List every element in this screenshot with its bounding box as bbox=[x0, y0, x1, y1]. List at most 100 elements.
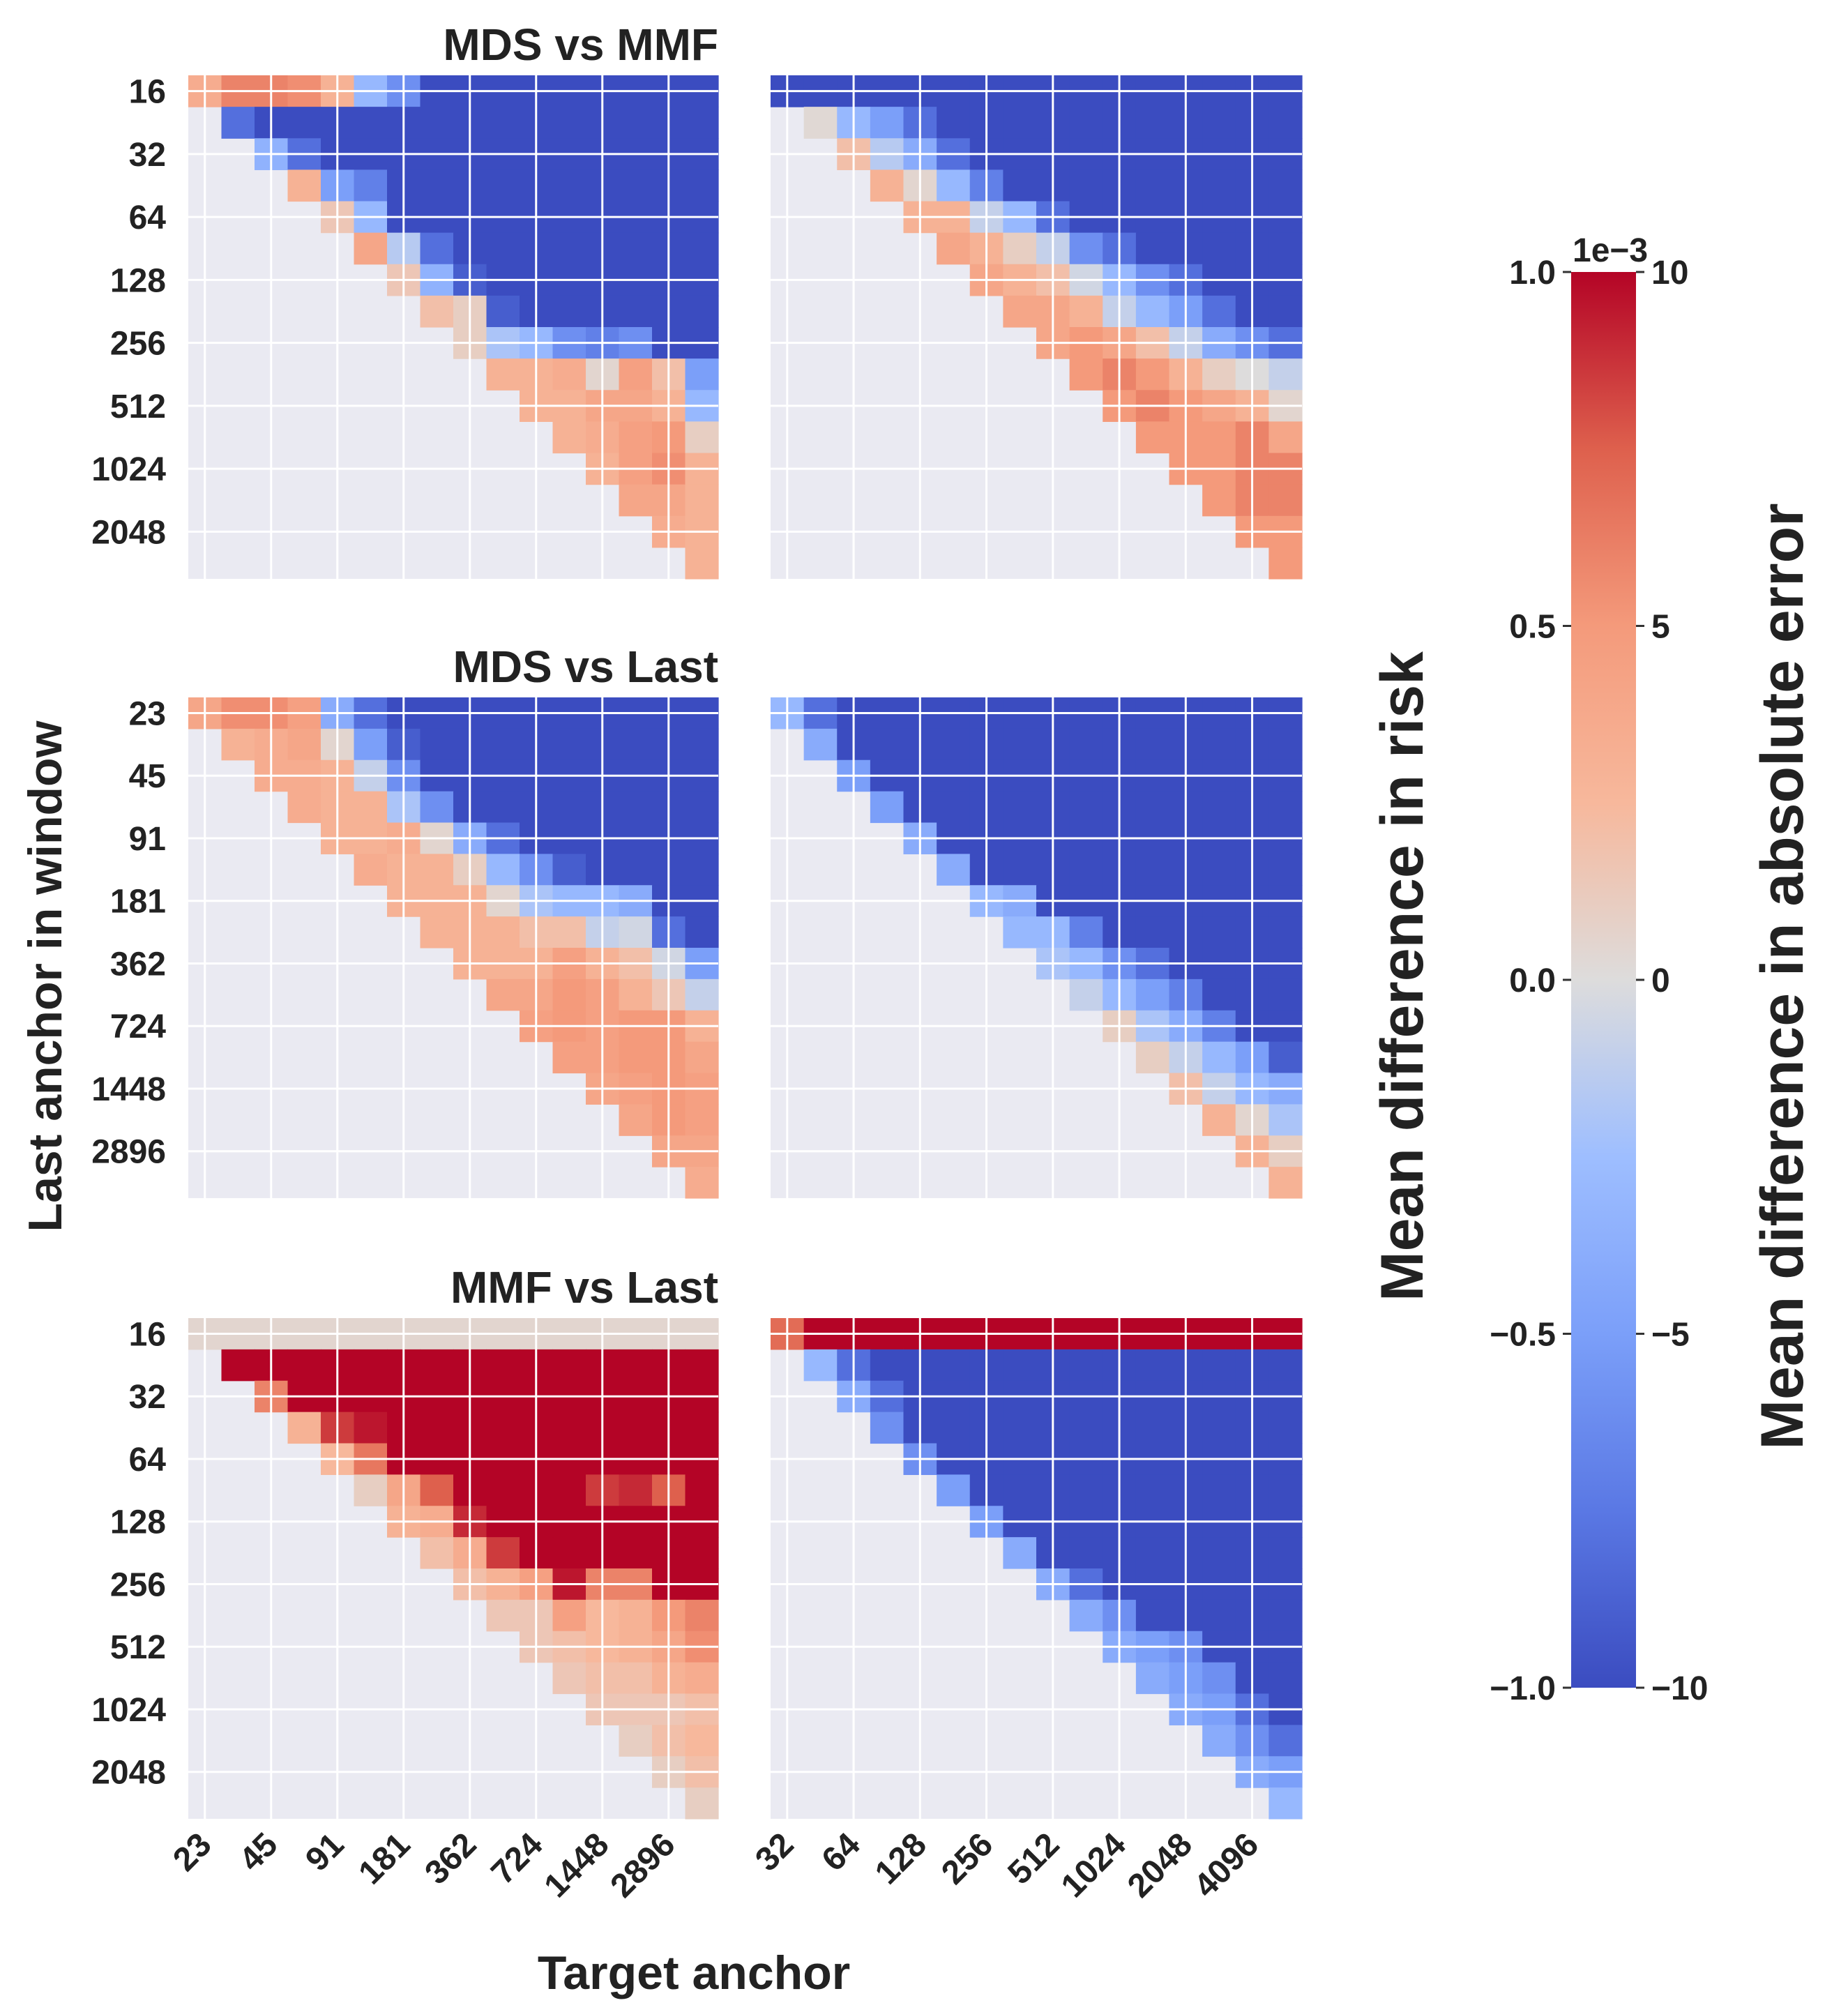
heatmap-cell bbox=[354, 854, 388, 886]
heatmap-cell bbox=[1268, 1104, 1303, 1136]
heatmap-cell bbox=[937, 1349, 971, 1382]
colorbar: 1e−3 1.0 0.5 0.0 −0.5 −1.0 10 5 0 −5 −10 Mean di… bbox=[1369, 232, 1816, 1707]
heatmap-cell bbox=[1003, 1412, 1037, 1444]
heatmap-cell bbox=[552, 358, 586, 391]
heatmap-cell bbox=[685, 107, 719, 139]
heatmap-cell bbox=[1135, 1041, 1170, 1074]
colorbar-left-tick-label: −1.0 bbox=[1490, 1670, 1556, 1707]
heatmap-cell bbox=[486, 728, 520, 761]
heatmap-cell bbox=[1202, 358, 1236, 391]
heatmap-gridlines bbox=[771, 1318, 1302, 1819]
panel-title: MDS vs Last bbox=[453, 642, 718, 692]
heatmap-cell bbox=[287, 107, 321, 139]
heatmap-cell bbox=[420, 854, 454, 886]
y-tick-label: 45 bbox=[129, 758, 166, 795]
colorbar-left-tick-label: 1.0 bbox=[1509, 255, 1556, 292]
heatmap-cell bbox=[619, 1104, 653, 1136]
heatmap-cell bbox=[420, 916, 454, 948]
x-tick-label: 1448 bbox=[538, 1826, 616, 1905]
heatmap-cell bbox=[870, 107, 904, 139]
heatmap-cell bbox=[552, 1599, 586, 1632]
x-tick-label: 181 bbox=[351, 1826, 417, 1891]
heatmap-cell bbox=[1202, 295, 1236, 328]
heatmap-cell bbox=[1268, 107, 1303, 139]
heatmap-cell bbox=[1135, 1599, 1170, 1632]
panel-title: MDS vs MMF bbox=[443, 20, 718, 70]
heatmap-cell bbox=[486, 791, 520, 824]
colorbar-right-tick-label: 10 bbox=[1651, 255, 1688, 292]
colorbar-gradient bbox=[1571, 272, 1636, 1688]
heatmap-cell bbox=[1135, 854, 1170, 886]
y-tick-label: 23 bbox=[129, 695, 166, 732]
heatmap-cell bbox=[1069, 107, 1103, 139]
heatmap-cell bbox=[486, 1474, 520, 1506]
heatmap-cell bbox=[1268, 169, 1303, 202]
heatmap-cell bbox=[486, 1412, 520, 1444]
heatmap-cell bbox=[1069, 1537, 1103, 1569]
figure-xlabel: Target anchor bbox=[538, 1946, 850, 1999]
y-tick-label: 16 bbox=[129, 74, 166, 111]
heatmap-cell bbox=[552, 1412, 586, 1444]
heatmap-gridlines bbox=[188, 75, 718, 579]
heatmap-cell bbox=[685, 1474, 719, 1506]
heatmap-cell bbox=[1202, 1041, 1236, 1074]
heatmap-cell bbox=[685, 791, 719, 824]
x-tick-label: 45 bbox=[232, 1826, 285, 1878]
heatmap-cell bbox=[1268, 421, 1303, 454]
x-tick-label: 4096 bbox=[1187, 1826, 1266, 1905]
heatmap-cell bbox=[1202, 728, 1236, 761]
heatmap-cell bbox=[420, 1412, 454, 1444]
y-tick-label: 2048 bbox=[91, 514, 166, 551]
heatmap-cell bbox=[1268, 1167, 1303, 1199]
heatmap-cell bbox=[1003, 1474, 1037, 1506]
heatmap-cell bbox=[937, 854, 971, 886]
heatmap-cell bbox=[1135, 916, 1170, 948]
heatmap-cell bbox=[420, 295, 454, 328]
x-tick-label: 256 bbox=[934, 1826, 1000, 1891]
heatmap-cell bbox=[287, 728, 321, 761]
heatmap-cell bbox=[685, 1167, 719, 1199]
heatmap-cell bbox=[1069, 295, 1103, 328]
heatmap-cell bbox=[619, 1041, 653, 1074]
heatmap-cell bbox=[1003, 728, 1037, 761]
heatmap-cell bbox=[1135, 1537, 1170, 1569]
heatmap-cell bbox=[1202, 421, 1236, 454]
heatmap-gridlines bbox=[188, 697, 718, 1198]
x-tick-label: 128 bbox=[868, 1826, 934, 1891]
x-tick-label: 2048 bbox=[1121, 1826, 1199, 1905]
y-tick-label: 362 bbox=[110, 946, 166, 983]
y-tick-label: 1024 bbox=[91, 1692, 166, 1729]
heatmap-cell bbox=[354, 107, 388, 139]
heatmap-cell bbox=[685, 1041, 719, 1074]
heatmap-cell bbox=[619, 295, 653, 328]
heatmap-cell bbox=[803, 107, 838, 139]
heatmap-cell bbox=[1268, 232, 1303, 265]
y-tick-label: 1448 bbox=[91, 1071, 166, 1108]
heatmap-cell bbox=[287, 791, 321, 824]
colorbar-right-tick-label: 5 bbox=[1651, 609, 1670, 646]
x-tick-label: 2896 bbox=[604, 1826, 683, 1905]
heatmap-cell bbox=[685, 421, 719, 454]
heatmap-cell bbox=[420, 1349, 454, 1382]
heatmap-cell bbox=[619, 1662, 653, 1695]
heatmap-cell bbox=[1268, 1041, 1303, 1074]
heatmap-cell bbox=[1069, 169, 1103, 202]
y-tick-label: 32 bbox=[129, 1379, 166, 1416]
heatmap-cell bbox=[420, 1537, 454, 1569]
y-tick-label: 1024 bbox=[91, 451, 166, 488]
heatmap-cell bbox=[870, 1412, 904, 1444]
heatmap-cell bbox=[552, 169, 586, 202]
y-tick-label: 256 bbox=[110, 1566, 166, 1603]
heatmap-cell bbox=[354, 232, 388, 265]
heatmap-cell bbox=[685, 916, 719, 948]
y-tick-label: 2048 bbox=[91, 1755, 166, 1792]
heatmap-cell bbox=[937, 107, 971, 139]
heatmap-mds-mmf-risk: MDS vs MMF 16 32 64 128 256 512 1024 2048 bbox=[91, 20, 719, 580]
heatmap-cell bbox=[552, 978, 586, 1011]
heatmap-cell bbox=[287, 1412, 321, 1444]
heatmap-cell bbox=[1069, 358, 1103, 391]
heatmap-cell bbox=[1135, 295, 1170, 328]
heatmap-cell bbox=[1268, 547, 1303, 580]
